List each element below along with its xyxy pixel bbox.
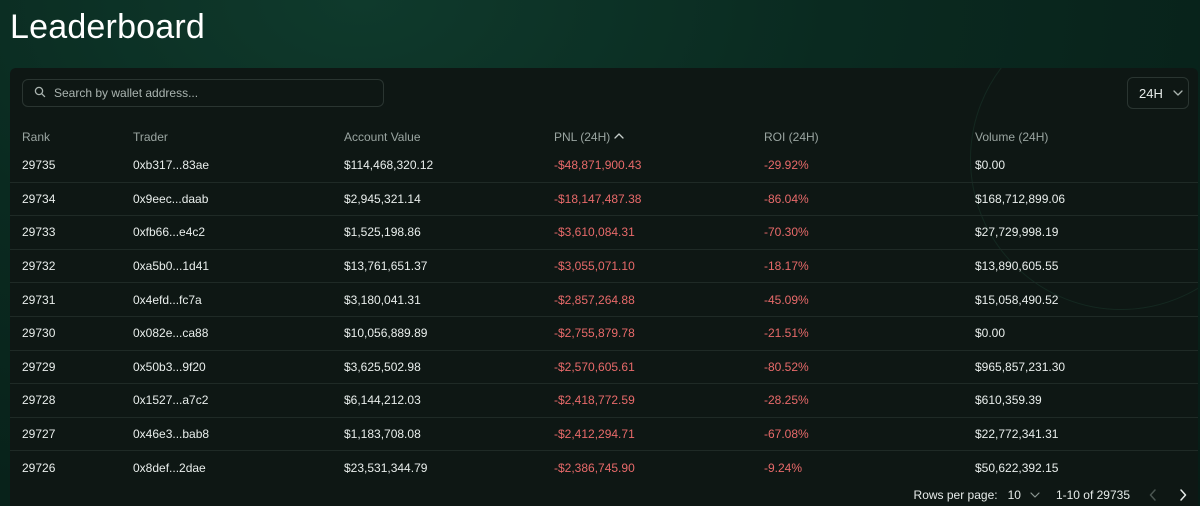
column-header-pnl[interactable]: PNL (24H)	[554, 124, 764, 149]
cell-volume: $50,622,392.15	[975, 460, 1059, 475]
search-icon	[34, 86, 48, 100]
cell-roi: -29.92%	[764, 149, 975, 183]
cell-account-value: $1,183,708.08	[344, 417, 554, 452]
cell-rank: 29727	[10, 417, 133, 452]
cell-roi: -21.51%	[764, 316, 975, 351]
cell-volume: $22,772,341.31	[975, 417, 1198, 452]
cell-rank: 29733	[10, 215, 133, 250]
sort-ascending-icon	[614, 133, 624, 139]
next-page-button[interactable]	[1172, 484, 1194, 506]
cell-trader[interactable]: 0x082e...ca88	[133, 316, 344, 351]
leaderboard-panel: 24H Rank Trader Account Value PNL (24H) …	[10, 68, 1198, 506]
cell-rank: 29730	[10, 316, 133, 351]
cell-trader[interactable]: 0x50b3...9f20	[133, 350, 344, 385]
rows-per-page-value: 10	[1007, 488, 1021, 502]
table-row[interactable]: 29726 0x8def...2dae $23,531,344.79 -$2,3…	[10, 451, 1198, 484]
table-row[interactable]: 29730 0x082e...ca88 $10,056,889.89 -$2,7…	[10, 316, 1198, 351]
cell-pnl: -$3,055,071.10	[554, 249, 764, 284]
table-row[interactable]: 29728 0x1527...a7c2 $6,144,212.03 -$2,41…	[10, 383, 1198, 418]
cell-volume: $168,712,899.06	[975, 182, 1198, 217]
period-selector-value: 24H	[1139, 85, 1163, 101]
cell-pnl: -$2,755,879.78	[554, 316, 764, 351]
cell-account-value: $3,625,502.98	[344, 350, 554, 385]
cell-pnl: -$2,418,772.59	[554, 383, 764, 418]
cell-roi: -67.08%	[764, 417, 975, 452]
table-row[interactable]: 29734 0x9eec...daab $2,945,321.14 -$18,1…	[10, 182, 1198, 217]
cell-roi: -9.24%	[764, 460, 803, 475]
cell-pnl: -$2,386,745.90	[554, 460, 635, 475]
table-header-row: Rank Trader Account Value PNL (24H) ROI …	[10, 124, 1198, 149]
cell-volume: $27,729,998.19	[975, 215, 1198, 250]
pagination-range: 1-10 of 29735	[1055, 488, 1130, 502]
cell-volume: $13,890,605.55	[975, 249, 1198, 284]
column-header-rank[interactable]: Rank	[22, 129, 51, 144]
rows-per-page-select[interactable]: 10	[1008, 488, 1040, 502]
previous-page-button[interactable]	[1142, 484, 1164, 506]
chevron-down-icon	[1030, 492, 1040, 498]
table-row[interactable]: 29731 0x4efd...fc7a $3,180,041.31 -$2,85…	[10, 282, 1198, 317]
cell-roi: -70.30%	[764, 215, 975, 250]
column-header-volume[interactable]: Volume (24H)	[975, 129, 1049, 144]
cell-pnl: -$2,857,264.88	[554, 282, 764, 317]
cell-roi: -28.25%	[764, 383, 975, 418]
cell-volume: $965,857,231.30	[975, 350, 1198, 385]
cell-trader[interactable]: 0xfb66...e4c2	[133, 215, 344, 250]
cell-pnl: -$18,147,487.38	[554, 182, 764, 217]
cell-roi: -86.04%	[764, 182, 975, 217]
cell-pnl: -$2,570,605.61	[554, 350, 764, 385]
chevron-left-icon	[1149, 489, 1156, 501]
cell-pnl: -$3,610,084.31	[554, 215, 764, 250]
column-header-account-value[interactable]: Account Value	[344, 129, 421, 144]
cell-pnl: -$48,871,900.43	[554, 149, 764, 183]
cell-account-value: $13,761,651.37	[344, 249, 554, 284]
table-row[interactable]: 29733 0xfb66...e4c2 $1,525,198.86 -$3,61…	[10, 215, 1198, 250]
cell-account-value: $10,056,889.89	[344, 316, 554, 351]
column-header-roi[interactable]: ROI (24H)	[764, 129, 819, 144]
cell-trader[interactable]: 0x46e3...bab8	[133, 417, 344, 452]
search-box[interactable]	[22, 79, 384, 107]
cell-volume: $0.00	[975, 316, 1198, 351]
column-header-pnl-label: PNL (24H)	[554, 129, 611, 144]
page-title: Leaderboard	[10, 8, 206, 46]
table-row[interactable]: 29729 0x50b3...9f20 $3,625,502.98 -$2,57…	[10, 350, 1198, 385]
rows-per-page-label: Rows per page:	[913, 488, 998, 502]
cell-account-value: $114,468,320.12	[344, 149, 554, 183]
pagination-bar: Rows per page: 10 1-10 of 29735	[10, 484, 1198, 506]
cell-trader[interactable]: 0x4efd...fc7a	[133, 282, 344, 317]
leaderboard-table: Rank Trader Account Value PNL (24H) ROI …	[10, 124, 1198, 484]
cell-account-value: $3,180,041.31	[344, 282, 554, 317]
cell-roi: -18.17%	[764, 249, 975, 284]
search-input[interactable]	[54, 86, 374, 100]
cell-rank: 29731	[10, 282, 133, 317]
cell-rank: 29726	[22, 460, 56, 475]
cell-account-value: $23,531,344.79	[344, 460, 428, 475]
cell-volume: $610,359.39	[975, 383, 1198, 418]
cell-volume: $0.00	[975, 149, 1198, 183]
cell-trader[interactable]: 0xb317...83ae	[133, 149, 344, 183]
cell-rank: 29729	[10, 350, 133, 385]
chevron-down-icon	[1173, 90, 1183, 96]
cell-roi: -45.09%	[764, 282, 975, 317]
cell-account-value: $1,525,198.86	[344, 215, 554, 250]
table-row[interactable]: 29727 0x46e3...bab8 $1,183,708.08 -$2,41…	[10, 417, 1198, 452]
table-row[interactable]: 29735 0xb317...83ae $114,468,320.12 -$48…	[10, 149, 1198, 183]
cell-trader[interactable]: 0x9eec...daab	[133, 182, 344, 217]
cell-account-value: $2,945,321.14	[344, 182, 554, 217]
period-selector[interactable]: 24H	[1127, 77, 1189, 109]
table-body: 29735 0xb317...83ae $114,468,320.12 -$48…	[10, 149, 1198, 484]
column-header-trader[interactable]: Trader	[133, 129, 168, 144]
cell-account-value: $6,144,212.03	[344, 383, 554, 418]
cell-trader[interactable]: 0xa5b0...1d41	[133, 249, 344, 284]
cell-roi: -80.52%	[764, 350, 975, 385]
chevron-right-icon	[1180, 489, 1187, 501]
cell-pnl: -$2,412,294.71	[554, 417, 764, 452]
cell-volume: $15,058,490.52	[975, 282, 1198, 317]
cell-rank: 29732	[10, 249, 133, 284]
cell-trader[interactable]: 0x1527...a7c2	[133, 383, 344, 418]
cell-rank: 29734	[10, 182, 133, 217]
cell-rank: 29728	[10, 383, 133, 418]
cell-rank: 29735	[10, 149, 133, 183]
cell-trader[interactable]: 0x8def...2dae	[133, 460, 206, 475]
table-row[interactable]: 29732 0xa5b0...1d41 $13,761,651.37 -$3,0…	[10, 249, 1198, 284]
